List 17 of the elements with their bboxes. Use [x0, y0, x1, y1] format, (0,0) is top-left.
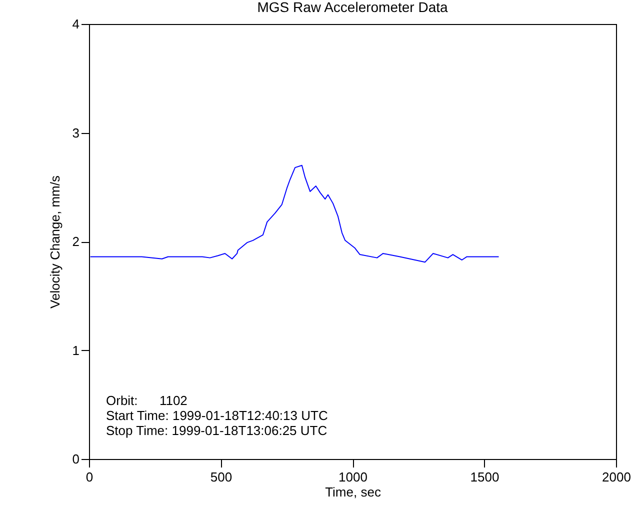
- annotation: Start Time: 1999-01-18T12:40:13 UTC: [106, 408, 328, 423]
- line-series: [90, 164, 500, 263]
- y-tick-label: 3: [72, 125, 80, 140]
- y-tick-label: 0: [72, 452, 80, 466]
- x-tick-label: 2000: [602, 470, 631, 484]
- x-tick-label: 1000: [338, 470, 368, 484]
- y-tick-label: 4: [72, 16, 80, 32]
- x-tick-label: 500: [210, 470, 232, 484]
- x-tick-label: 0: [86, 470, 94, 484]
- x-tick-label: 1500: [470, 470, 500, 484]
- y-axis-title: Velocity Change, mm/s: [47, 175, 62, 308]
- annotation: Stop Time: 1999-01-18T13:06:25 UTC: [106, 423, 328, 438]
- y-tick-label: 2: [72, 234, 80, 249]
- x-axis-title: Time, sec: [325, 484, 382, 500]
- chart-title: MGS Raw Accelerometer Data: [257, 0, 448, 15]
- annotation: Orbit: 1102: [106, 393, 188, 408]
- y-tick-label: 1: [72, 342, 80, 358]
